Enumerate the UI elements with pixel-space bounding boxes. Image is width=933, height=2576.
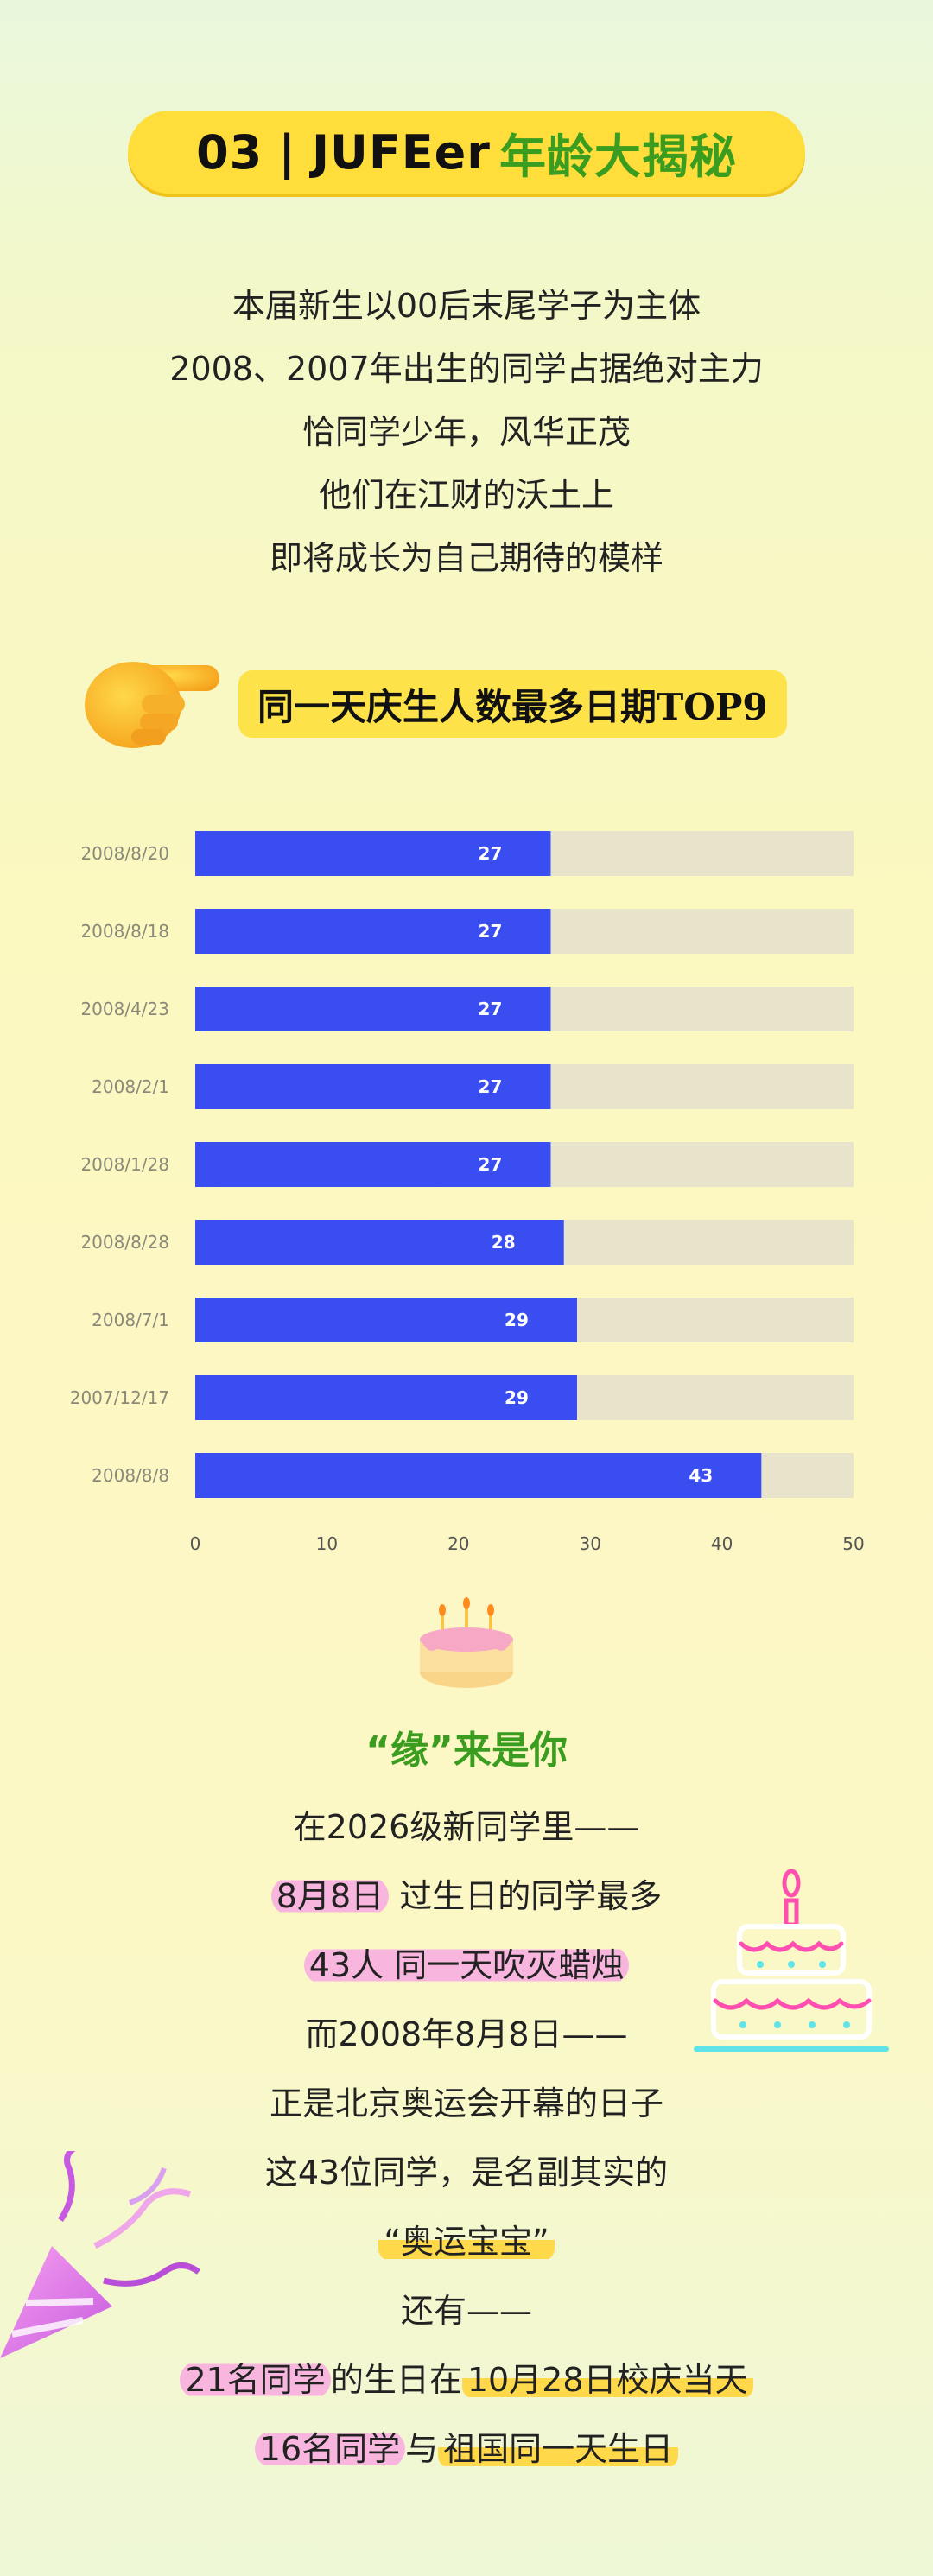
highlight-date: 8月8日 [270, 1877, 390, 1915]
highlight-date: 10月28日校庆当天 [461, 2361, 753, 2399]
story-text: 还有—— [400, 2292, 532, 2330]
intro-line: 即将成长为自己期待的模样 [269, 539, 663, 577]
story-text: 在2026级新同学里—— 8月8日 过生日的同学最多 43人 同一天吹灭蜡烛 而… [0, 1792, 933, 2484]
category-label: 2008/7/1 [92, 1310, 169, 1330]
intro-text: 本届新生以00后末尾学子为主体 2008、2007年出生的同学占据绝对主力 恰同… [0, 275, 933, 590]
story-text: 这43位同学，是名副其实的 [264, 2154, 669, 2192]
highlight-count: 16名同学 [254, 2430, 406, 2468]
x-tick-label: 20 [447, 1533, 469, 1554]
bar-value-label: 27 [479, 921, 503, 942]
story-line: 8月8日 过生日的同学最多 [0, 1862, 933, 1931]
section-title-en: JUFEer [311, 124, 491, 180]
bar-value-label: 27 [479, 999, 503, 1019]
bar [195, 1453, 762, 1498]
bar [195, 1220, 564, 1265]
category-label: 2008/8/20 [80, 843, 169, 864]
birthday-bar-chart: 27 2008/8/20 27 2008/8/18 27 2008/4/23 27 2008/… [70, 831, 865, 1554]
bar [195, 1375, 577, 1420]
x-tick-label: 30 [579, 1533, 600, 1554]
bar [195, 831, 551, 876]
story-line: 这43位同学，是名副其实的 [0, 2138, 933, 2207]
category-label: 2008/4/23 [80, 999, 169, 1019]
section-title-cn: 年龄大揭秘 [498, 129, 737, 184]
bar-value-label: 29 [505, 1310, 529, 1330]
intro-line: 他们在江财的沃土上 [318, 476, 614, 514]
story-line: 16名同学与祖国同一天生日 [0, 2414, 933, 2484]
section-separator: | [278, 124, 296, 180]
section-banner: 03 | JUFEer 年龄大揭秘 [128, 111, 805, 194]
x-tick-label: 50 [842, 1533, 864, 1554]
bar [195, 987, 551, 1031]
bar-value-label: 43 [689, 1465, 713, 1486]
chart-title: 同一天庆生人数最多日期TOP9 [257, 685, 768, 728]
story-line: 43人 同一天吹灭蜡烛 [0, 1931, 933, 2000]
bar-value-label: 27 [479, 843, 503, 864]
intro-line: 本届新生以00后末尾学子为主体 [232, 287, 701, 325]
story-text: 而2008年8月8日—— [305, 2015, 628, 2053]
category-label: 2007/12/17 [70, 1387, 169, 1408]
chart-title-badge: 同一天庆生人数最多日期TOP9 [238, 670, 787, 738]
bar-value-label: 29 [505, 1387, 529, 1408]
bar [195, 909, 551, 954]
highlight-count: 21名同学 [180, 2361, 331, 2399]
bar [195, 1142, 551, 1187]
story-text: 的生日在 [330, 2361, 462, 2399]
x-tick-label: 40 [711, 1533, 733, 1554]
story-line: 21名同学 的生日在 10月28日校庆当天 [0, 2345, 933, 2414]
intro-line: 2008、2007年出生的同学占据绝对主力 [169, 350, 764, 388]
story-text: 过生日的同学最多 [399, 1877, 663, 1915]
story-line: 还有—— [0, 2276, 933, 2345]
story-line: 正是北京奥运会开幕的日子 [0, 2069, 933, 2138]
pointing-hand-icon [85, 662, 219, 748]
party-popper-icon [0, 2151, 201, 2358]
yuan-heading: “缘”来是你 [365, 1729, 568, 1773]
category-label: 2008/2/1 [92, 1076, 169, 1097]
intro-line: 恰同学少年，风华正茂 [301, 413, 631, 451]
story-line: “奥运宝宝” [0, 2207, 933, 2276]
x-tick-label: 10 [316, 1533, 338, 1554]
highlight-count: 43人 同一天吹灭蜡烛 [303, 1946, 630, 1984]
category-label: 2008/8/8 [92, 1465, 169, 1486]
neon-cake-icon [694, 1869, 889, 2052]
highlight-date: 祖国同一天生日 [438, 2430, 679, 2468]
bar-value-label: 27 [479, 1154, 503, 1175]
category-label: 2008/1/28 [80, 1154, 169, 1175]
category-label: 2008/8/18 [80, 921, 169, 942]
bar [195, 1298, 577, 1342]
bar-value-label: 28 [492, 1232, 516, 1253]
birthday-cake-icon [420, 1597, 513, 1688]
bar [195, 1064, 551, 1109]
highlight-olympic: “奥运宝宝” [378, 2223, 555, 2261]
x-tick-label: 0 [190, 1533, 201, 1554]
section-number: 03 [196, 124, 263, 180]
story-line: 而2008年8月8日—— [0, 2000, 933, 2069]
story-text: 与 [405, 2430, 439, 2468]
bar-value-label: 27 [479, 1076, 503, 1097]
story-line: 在2026级新同学里—— [0, 1792, 933, 1862]
story-text: 在2026级新同学里—— [293, 1808, 640, 1846]
category-label: 2008/8/28 [80, 1232, 169, 1253]
story-text: 正是北京奥运会开幕的日子 [269, 2084, 663, 2122]
